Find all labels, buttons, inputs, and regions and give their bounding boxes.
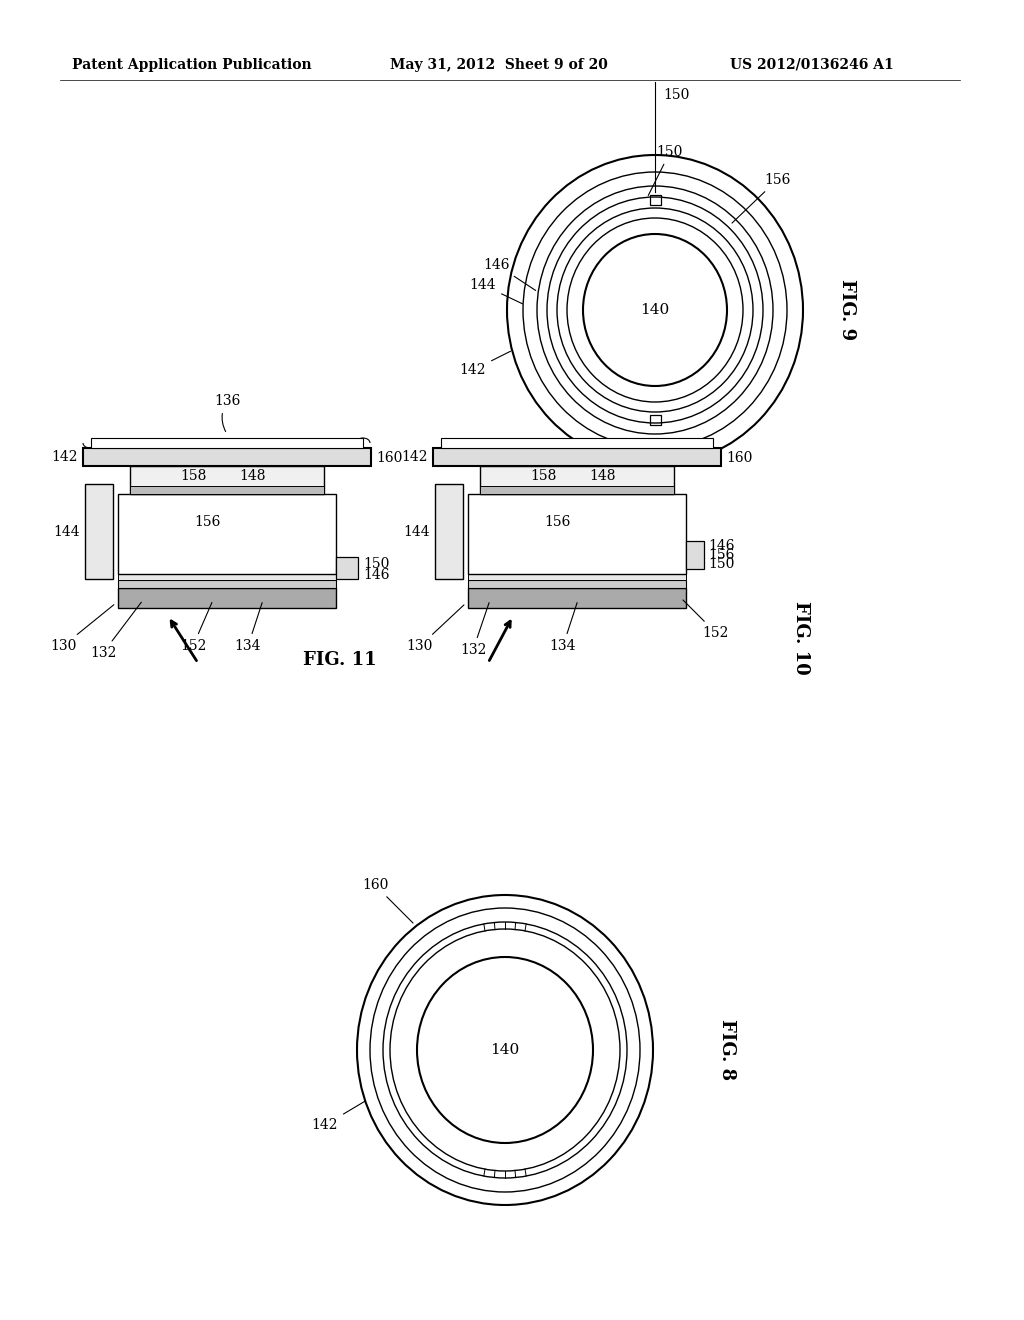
Text: 144: 144	[470, 279, 522, 304]
Text: 148: 148	[240, 469, 266, 483]
Text: 150: 150	[663, 88, 689, 102]
Text: US 2012/0136246 A1: US 2012/0136246 A1	[730, 58, 894, 73]
Bar	[441, 438, 713, 447]
Bar	[336, 557, 358, 579]
Text: 160: 160	[376, 451, 402, 465]
Text: 150: 150	[708, 557, 734, 572]
Bar	[435, 484, 463, 579]
Bar	[85, 484, 113, 579]
Text: 152: 152	[180, 602, 212, 653]
Text: 142: 142	[460, 351, 511, 378]
Bar	[480, 486, 674, 494]
Bar	[468, 579, 686, 587]
Text: 146: 146	[362, 568, 389, 582]
Bar	[91, 438, 362, 447]
Bar	[468, 494, 686, 574]
Bar	[468, 574, 686, 579]
Text: 152: 152	[683, 601, 729, 640]
Bar	[686, 541, 705, 569]
Text: 130: 130	[50, 605, 114, 653]
Text: FIG. 9: FIG. 9	[838, 280, 856, 341]
Bar	[468, 587, 686, 609]
Text: 156: 156	[732, 173, 791, 223]
Bar	[130, 486, 324, 494]
Text: 132: 132	[460, 603, 489, 657]
Text: 140: 140	[640, 304, 670, 317]
Text: 142: 142	[51, 450, 78, 465]
Text: FIG. 11: FIG. 11	[303, 651, 377, 669]
Bar	[433, 447, 721, 466]
Text: 148: 148	[590, 469, 616, 483]
Text: 134: 134	[234, 603, 262, 653]
Text: 146: 146	[483, 257, 536, 290]
Text: 160: 160	[361, 878, 413, 923]
Text: 160: 160	[726, 451, 753, 465]
Text: 158: 158	[180, 469, 206, 483]
Bar	[118, 574, 336, 579]
Text: 136: 136	[214, 393, 241, 432]
Text: 150: 150	[362, 557, 389, 572]
Bar	[130, 466, 324, 494]
Text: 142: 142	[401, 450, 428, 465]
Text: 144: 144	[403, 524, 430, 539]
Text: 156: 156	[195, 515, 221, 529]
Text: 142: 142	[311, 1101, 365, 1133]
Text: 130: 130	[407, 605, 464, 653]
Text: 132: 132	[90, 602, 141, 660]
Text: Patent Application Publication: Patent Application Publication	[72, 58, 311, 73]
Text: 140: 140	[490, 1043, 519, 1057]
Text: 146: 146	[708, 539, 734, 553]
Bar	[480, 466, 674, 494]
Text: 156: 156	[708, 548, 734, 562]
Bar	[118, 579, 336, 587]
Text: 144: 144	[53, 524, 80, 539]
Text: 158: 158	[529, 469, 556, 483]
Bar	[649, 195, 660, 205]
Bar	[118, 494, 336, 574]
Text: FIG. 10: FIG. 10	[792, 601, 810, 675]
Bar	[118, 587, 336, 609]
Text: FIG. 8: FIG. 8	[718, 1019, 736, 1081]
Text: 156: 156	[545, 515, 571, 529]
Text: 150: 150	[648, 145, 683, 195]
Bar	[83, 447, 371, 466]
Bar	[649, 414, 660, 425]
Text: May 31, 2012  Sheet 9 of 20: May 31, 2012 Sheet 9 of 20	[390, 58, 608, 73]
Text: 134: 134	[550, 603, 578, 653]
